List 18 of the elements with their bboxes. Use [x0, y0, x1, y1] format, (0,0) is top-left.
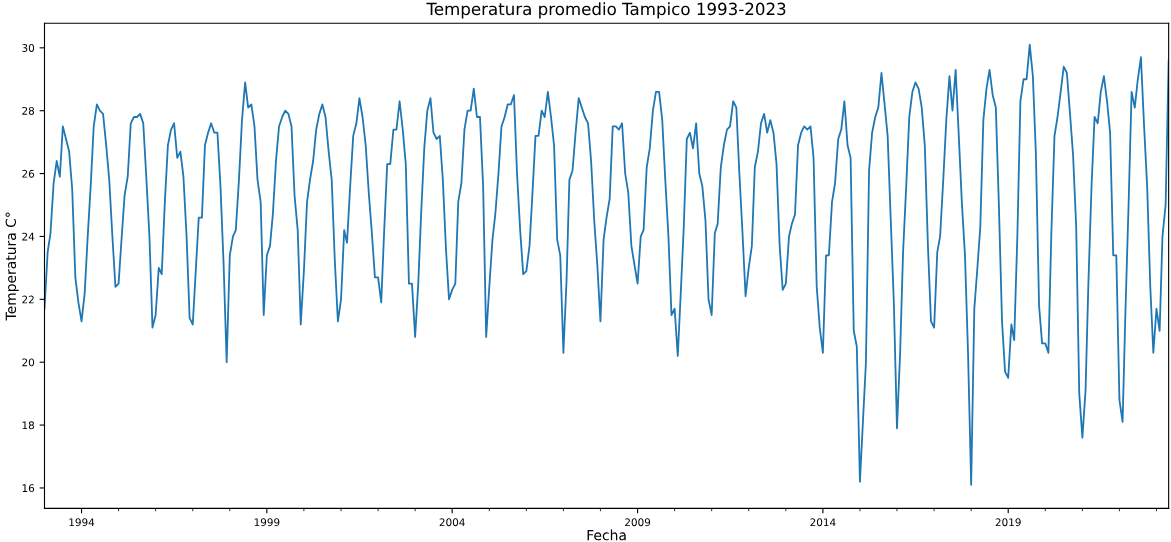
x-tick-label: 2019: [995, 518, 1021, 527]
chart-title: Temperatura promedio Tampico 1993-2023: [426, 2, 786, 19]
x-tick-label: 2014: [810, 518, 836, 527]
y-tick-label: 22: [22, 295, 34, 304]
x-axis-title: Fecha: [587, 529, 626, 541]
y-axis-title: Temperatura C°: [5, 212, 19, 321]
y-tick-label: 16: [22, 484, 35, 493]
y-tick-label: 28: [22, 106, 35, 115]
y-tick-label: 24: [22, 232, 35, 241]
y-tick-label: 26: [22, 169, 35, 178]
x-tick-label: 1994: [69, 518, 95, 527]
y-tick-label: 30: [22, 44, 35, 52]
x-tick-label: 1999: [254, 518, 280, 527]
line-series: [44, 43, 1169, 486]
x-tick-label: 2004: [439, 518, 465, 527]
y-tick-label: 18: [22, 421, 35, 430]
y-tick-label: 20: [22, 358, 35, 367]
x-tick-label: 2009: [625, 518, 651, 527]
